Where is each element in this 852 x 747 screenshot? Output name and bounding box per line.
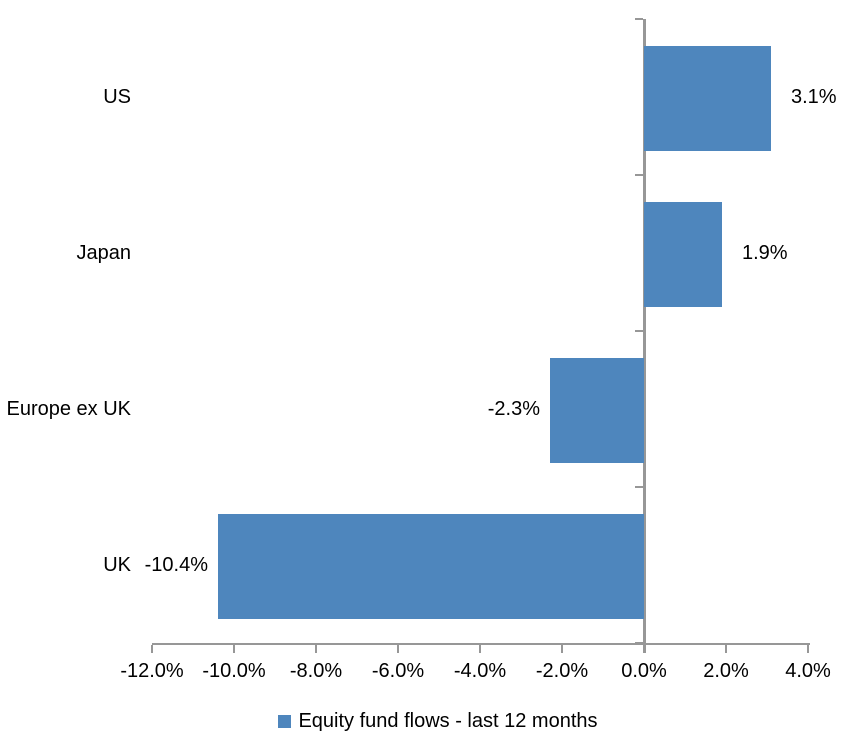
x-axis-tick-label: -6.0% xyxy=(371,660,425,682)
category-axis-tick xyxy=(635,486,643,488)
value-label: -2.3% xyxy=(487,398,540,420)
x-axis-tick-label: -4.0% xyxy=(453,660,507,682)
category-axis-tick xyxy=(635,330,643,332)
x-axis-tick xyxy=(315,645,317,653)
category-label: Japan xyxy=(76,242,132,264)
value-label: 3.1% xyxy=(791,86,837,108)
x-axis-tick xyxy=(807,645,809,653)
x-axis-tick-label: 4.0% xyxy=(785,660,831,682)
x-axis-tick-label: 2.0% xyxy=(703,660,749,682)
category-label: Europe ex UK xyxy=(6,398,131,420)
category-axis-tick xyxy=(635,642,643,644)
x-axis-tick-label: -2.0% xyxy=(535,660,589,682)
x-axis-line xyxy=(152,643,810,645)
category-axis-tick xyxy=(635,174,643,176)
x-axis-tick-label: -10.0% xyxy=(202,660,266,682)
x-axis-tick-label: -12.0% xyxy=(120,660,184,682)
x-axis-tick-label: -8.0% xyxy=(289,660,343,682)
zero-axis-line xyxy=(643,19,646,653)
value-label: 1.9% xyxy=(742,242,788,264)
bar-japan xyxy=(644,202,722,307)
category-label: US xyxy=(103,86,131,108)
legend-label: Equity fund flows - last 12 months xyxy=(298,710,598,732)
x-axis-tick xyxy=(151,645,153,653)
x-axis-tick xyxy=(561,645,563,653)
x-axis-tick xyxy=(479,645,481,653)
value-label: -10.4% xyxy=(144,554,208,576)
category-axis-tick xyxy=(635,18,643,20)
x-axis-tick xyxy=(725,645,727,653)
legend: Equity fund flows - last 12 months xyxy=(0,708,852,734)
x-axis-tick xyxy=(233,645,235,653)
category-label: UK xyxy=(103,554,131,576)
x-axis-tick xyxy=(397,645,399,653)
bar-uk xyxy=(218,514,644,619)
bar-us xyxy=(644,46,771,151)
bar-europe-ex-uk xyxy=(550,358,644,463)
legend-marker-swatch xyxy=(278,714,292,728)
x-axis-tick-label: 0.0% xyxy=(621,660,667,682)
x-axis-tick xyxy=(643,645,645,653)
